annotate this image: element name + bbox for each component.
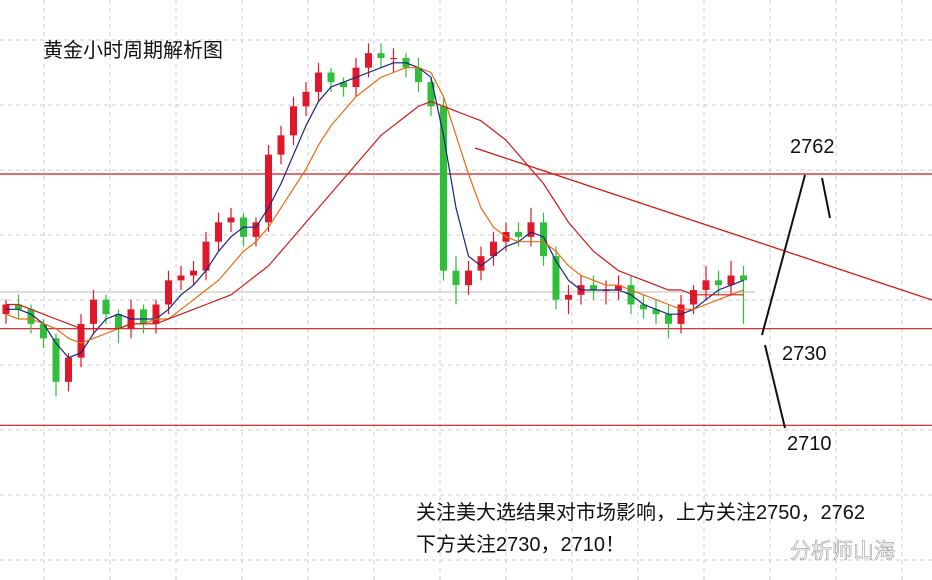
candle-body: [215, 222, 222, 242]
candle-body: [440, 106, 447, 271]
candle-body: [277, 135, 285, 155]
candle-body: [340, 82, 347, 87]
candle-body: [15, 304, 22, 310]
candle-body: [202, 241, 210, 271]
candle-body: [302, 91, 310, 107]
candle-body: [315, 72, 322, 92]
candle-body: [640, 304, 647, 310]
candle-body: [265, 154, 272, 223]
candle-body: [165, 280, 172, 305]
candle-body: [90, 299, 97, 324]
candle-body: [490, 241, 497, 257]
candle-body: [465, 270, 472, 286]
level-label: 2762: [790, 136, 835, 158]
level-label: 2730: [782, 343, 827, 365]
candle-body: [77, 323, 85, 358]
level-label: 2710: [787, 433, 832, 455]
candle-body: [740, 275, 747, 281]
candle-body: [365, 53, 372, 68]
chart-title: 黄金小时周期解析图: [43, 39, 223, 62]
annotation: 下方关注2730，2710！: [416, 533, 625, 556]
candle-body: [52, 338, 60, 382]
candle-body: [140, 309, 147, 324]
annotation: 关注美大选结果对市场影响，上方关注2750，2762: [416, 501, 865, 524]
trend-line: [474, 147, 932, 301]
moving-average: [6, 62, 744, 359]
candle-body: [652, 309, 660, 315]
moving-average: [6, 100, 744, 330]
candle-body: [27, 309, 35, 324]
candle-body: [327, 72, 335, 83]
candle-body: [152, 304, 160, 324]
plot: [0, 43, 932, 426]
candle-body: [102, 299, 110, 315]
candle-body: [40, 323, 47, 339]
candle-body: [540, 222, 547, 257]
candle-body: [415, 67, 422, 83]
candle-body: [452, 270, 460, 286]
watermark: 分析师山海: [790, 540, 895, 563]
candle-body: [590, 285, 597, 290]
candle-body: [515, 232, 522, 237]
forecast-path: [761, 174, 831, 429]
candle-body: [727, 275, 735, 286]
candle-body: [615, 285, 622, 290]
candle-body: [65, 357, 72, 382]
candle-body: [552, 256, 560, 300]
candle-body: [715, 280, 722, 286]
candle-body: [527, 222, 535, 237]
candle-body: [690, 290, 697, 305]
candle-body: [477, 256, 485, 271]
candle-body: [427, 82, 435, 107]
candle-body: [390, 58, 397, 59]
candle-body: [290, 106, 297, 136]
candle-body: [665, 314, 672, 324]
candle-body: [227, 217, 235, 223]
candle-body: [177, 275, 185, 281]
candle-body: [565, 294, 572, 300]
candle-body: [190, 270, 197, 276]
candle-body: [702, 280, 710, 290]
candle-body: [377, 53, 385, 58]
candle-body: [115, 314, 122, 329]
candle-body: [252, 222, 260, 237]
